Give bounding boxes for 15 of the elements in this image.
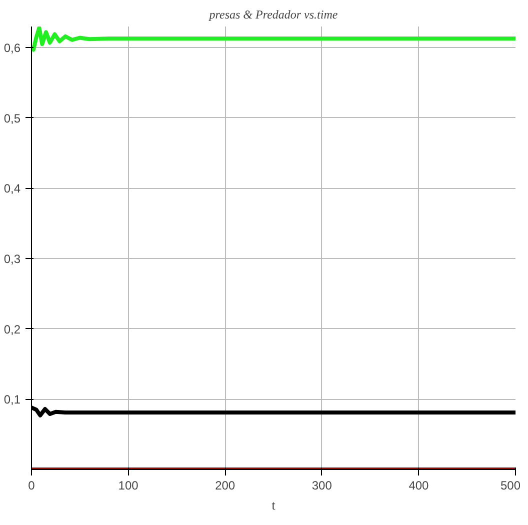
y-tick-label: 0,6 bbox=[4, 41, 21, 56]
x-tick-label: 300 bbox=[312, 478, 332, 492]
y-tick-label: 0,4 bbox=[4, 182, 21, 196]
line-series bbox=[32, 26, 516, 52]
x-tick-label: 400 bbox=[408, 478, 430, 492]
y-tick-label: 0,5 bbox=[4, 111, 21, 126]
x-tick-label: 200 bbox=[215, 478, 236, 492]
x-axis-title: t bbox=[272, 498, 276, 512]
x-tick-label: 500 bbox=[500, 478, 521, 492]
x-tick-label: 100 bbox=[118, 478, 139, 492]
y-tick-label: 0,2 bbox=[4, 322, 21, 336]
x-tick-label: 0 bbox=[28, 478, 36, 492]
y-tick-label: 0,3 bbox=[4, 252, 21, 266]
y-tick-label: 0,1 bbox=[4, 392, 21, 407]
chart-title: presas & Predador vs.time bbox=[208, 8, 338, 22]
